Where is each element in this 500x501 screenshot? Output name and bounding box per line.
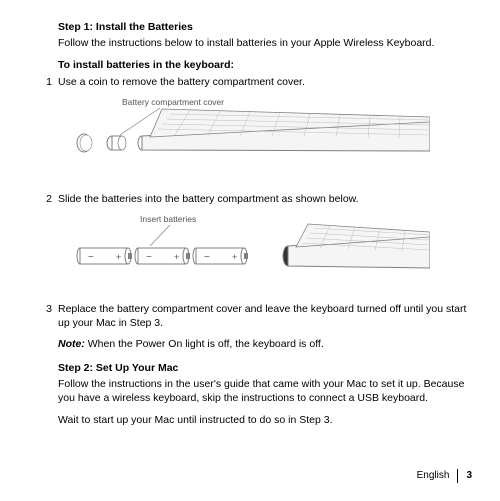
item-number: 2: [28, 192, 58, 206]
step2-desc: Follow the instructions in the user's gu…: [58, 377, 472, 405]
batteries-illustration: Insert batteries − + − + − +: [70, 212, 430, 290]
item-number: 1: [28, 75, 58, 89]
step2-wait: Wait to start up your Mac until instruct…: [58, 413, 472, 427]
footer-page-number: 3: [466, 469, 472, 483]
footer-separator: [457, 469, 458, 483]
list-item: 3 Replace the battery compartment cover …: [28, 302, 472, 330]
list-item: 1 Use a coin to remove the battery compa…: [28, 75, 472, 89]
figure-battery-cover: Battery compartment cover: [70, 95, 472, 184]
svg-text:−: −: [146, 252, 152, 263]
page-footer: English 3: [417, 469, 472, 483]
step1-list-2: 2 Slide the batteries into the battery c…: [28, 192, 472, 206]
note-text: When the Power On light is off, the keyb…: [85, 338, 324, 350]
item-number: 3: [28, 302, 58, 330]
item-text: Replace the battery compartment cover an…: [58, 302, 472, 330]
svg-text:−: −: [88, 252, 94, 263]
keyboard-cover-illustration: Battery compartment cover: [70, 95, 430, 180]
step1-desc: Follow the instructions below to install…: [58, 36, 472, 50]
footer-language: English: [417, 469, 450, 483]
step2-heading: Step 2: Set Up Your Mac: [58, 361, 472, 375]
svg-text:−: −: [204, 252, 210, 263]
step1-list: 1 Use a coin to remove the battery compa…: [28, 75, 472, 89]
step1-list-3: 3 Replace the battery compartment cover …: [28, 302, 472, 330]
svg-text:+: +: [232, 252, 237, 262]
figure-insert-batteries: Insert batteries − + − + − +: [70, 212, 472, 294]
svg-text:+: +: [174, 252, 179, 262]
fig1-caption: Battery compartment cover: [122, 97, 224, 107]
list-item: 2 Slide the batteries into the battery c…: [28, 192, 472, 206]
fig2-caption: Insert batteries: [140, 214, 196, 224]
step1-subheading: To install batteries in the keyboard:: [58, 58, 472, 72]
item-text: Slide the batteries into the battery com…: [58, 192, 472, 206]
note: Note: When the Power On light is off, th…: [58, 337, 472, 351]
note-label: Note:: [58, 338, 85, 350]
step1-heading: Step 1: Install the Batteries: [58, 20, 472, 34]
svg-text:+: +: [116, 252, 121, 262]
item-text: Use a coin to remove the battery compart…: [58, 75, 472, 89]
